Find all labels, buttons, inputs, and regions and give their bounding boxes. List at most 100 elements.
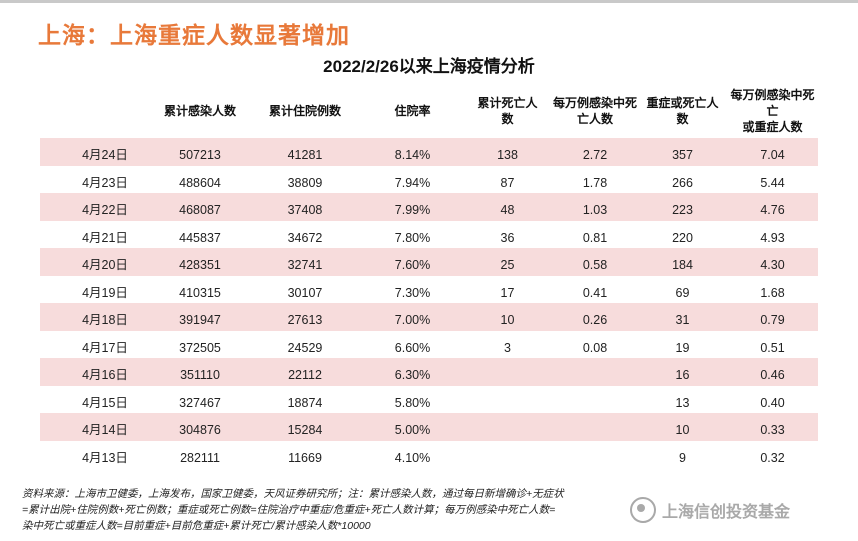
col-header-severe-or-dead: 重症或死亡人 数 [646, 96, 719, 126]
cell-severe-per-10k: 4.93 [760, 230, 785, 245]
cell-rate: 7.99% [394, 203, 431, 217]
cell-infected: 304876 [179, 423, 221, 437]
cell-deaths [470, 441, 545, 469]
cell-rate: 7.00% [394, 313, 431, 327]
row-date: 4月23日 [82, 175, 128, 190]
cell-infected: 468087 [179, 203, 221, 217]
cell-hospitalized: 38809 [287, 175, 323, 190]
table-row: 4月21日 445837 34672 7.80% 36 0.81 220 4.93 [40, 221, 818, 249]
cell-rate: 5.80% [394, 395, 431, 410]
cell-severe-or-dead: 31 [675, 313, 690, 327]
row-date: 4月17日 [82, 340, 128, 355]
cell-death-per-10k: 2.72 [582, 148, 608, 162]
cell-deaths: 48 [500, 203, 515, 217]
row-date: 4月20日 [82, 258, 128, 272]
cell-death-per-10k: 0.41 [582, 285, 608, 300]
cell-severe-per-10k: 4.76 [760, 203, 785, 217]
cell-infected: 445837 [179, 230, 221, 245]
cell-severe-per-10k: 4.30 [760, 258, 785, 272]
cell-severe-or-dead: 223 [672, 203, 693, 217]
cell-hospitalized: 15284 [287, 423, 323, 437]
cell-deaths: 36 [500, 230, 515, 245]
source-note-line: =累计出院+住院例数+死亡例数；重症或死亡例数=住院治疗中重症/危重症+死亡人数… [22, 504, 556, 516]
cell-rate: 7.30% [394, 285, 431, 300]
table-row: 4月18日 391947 27613 7.00% 10 0.26 31 0.79 [40, 303, 818, 331]
cell-severe-per-10k: 1.68 [760, 285, 785, 300]
row-date: 4月19日 [82, 285, 128, 300]
cell-infected: 391947 [179, 313, 221, 327]
cell-severe-or-dead: 69 [675, 285, 690, 300]
col-header-rate: 住院率 [394, 104, 431, 118]
cell-severe-per-10k: 0.46 [760, 368, 785, 382]
cell-infected: 282111 [180, 450, 220, 465]
watermark: 上海信创投资基金 [630, 490, 845, 530]
cell-hospitalized: 11669 [288, 450, 322, 465]
row-date: 4月16日 [82, 368, 128, 382]
table-body: 4月24日 507213 41281 8.14% 138 2.72 357 7.04 4月23日… [40, 138, 818, 468]
cell-severe-per-10k: 5.44 [760, 175, 785, 190]
cell-death-per-10k: 1.03 [582, 203, 608, 217]
cell-hospitalized: 30107 [287, 285, 323, 300]
cell-severe-or-dead: 184 [672, 258, 693, 272]
table-row: 4月15日 327467 18874 5.80% 13 0.40 [40, 386, 818, 414]
cell-severe-or-dead: 13 [675, 395, 690, 410]
col-header-severe-per-10k: 每万例感染中死亡 或重症人数 [730, 88, 815, 134]
table-row: 4月16日 351110 22112 6.30% 16 0.46 [40, 358, 818, 386]
cell-hospitalized: 32741 [287, 258, 323, 272]
row-date: 4月22日 [82, 203, 128, 217]
cell-rate: 7.60% [394, 258, 431, 272]
col-header-deaths: 累计死亡人 数 [477, 96, 538, 126]
cell-hospitalized: 22112 [288, 368, 322, 382]
table-header: 累计感染人数 累计住院例数 住院率 累计死亡人 数 每万例感染中死 亡人数 重症… [40, 88, 818, 134]
cell-severe-or-dead: 220 [672, 230, 693, 245]
cell-deaths: 10 [500, 313, 515, 327]
cell-severe-per-10k: 0.33 [760, 423, 785, 437]
cell-hospitalized: 37408 [287, 203, 323, 217]
col-header-death-per-10k: 每万例感染中死 亡人数 [552, 96, 637, 126]
watermark-text: 上海信创投资基金 [662, 504, 791, 521]
table-row: 4月24日 507213 41281 8.14% 138 2.72 357 7.04 [40, 138, 818, 166]
cell-severe-or-dead: 9 [679, 450, 686, 465]
cell-death-per-10k: 1.78 [582, 175, 608, 190]
source-note-line: 资料来源：上海市卫健委，上海发布，国家卫健委，天风证券研究所；注：累计感染人数，… [22, 488, 564, 500]
cell-deaths [470, 413, 545, 441]
wechat-logo-icon [630, 497, 656, 523]
cell-severe-per-10k: 0.40 [760, 395, 785, 410]
cell-rate: 6.30% [394, 368, 431, 382]
cell-rate: 7.94% [394, 175, 431, 190]
cell-deaths: 25 [500, 258, 515, 272]
cell-deaths: 87 [500, 175, 515, 190]
cell-severe-or-dead: 10 [675, 423, 690, 437]
table-row: 4月20日 428351 32741 7.60% 25 0.58 184 4.30 [40, 248, 818, 276]
cell-severe-per-10k: 0.51 [760, 340, 785, 355]
cell-hospitalized: 24529 [287, 340, 323, 355]
table-row: 4月14日 304876 15284 5.00% 10 0.33 [40, 413, 818, 441]
table-row: 4月19日 410315 30107 7.30% 17 0.41 69 1.68 [40, 276, 818, 304]
col-header-hospitalized: 累计住院例数 [268, 104, 341, 118]
cell-severe-or-dead: 19 [675, 340, 690, 355]
row-date: 4月13日 [82, 450, 128, 465]
top-border [0, 0, 858, 3]
cell-infected: 428351 [179, 258, 221, 272]
cell-infected: 507213 [179, 148, 221, 162]
table-row: 4月13日 282111 11669 4.10% 9 0.32 [40, 441, 818, 469]
table-row: 4月22日 468087 37408 7.99% 48 1.03 223 4.76 [40, 193, 818, 221]
cell-rate: 4.10% [394, 450, 431, 465]
table-row: 4月17日 372505 24529 6.60% 3 0.08 19 0.51 [40, 331, 818, 359]
cell-severe-per-10k: 0.79 [760, 313, 785, 327]
cell-deaths: 3 [504, 340, 511, 355]
cell-severe-or-dead: 357 [672, 148, 693, 162]
cell-deaths [470, 386, 545, 414]
cell-deaths [470, 358, 545, 386]
cell-severe-or-dead: 266 [672, 175, 693, 190]
row-date: 4月15日 [82, 395, 128, 410]
cell-deaths: 17 [500, 285, 515, 300]
cell-death-per-10k [550, 441, 640, 469]
cell-death-per-10k: 0.26 [582, 313, 608, 327]
row-date: 4月14日 [82, 423, 128, 437]
cell-death-per-10k: 0.81 [582, 230, 608, 245]
source-note: 资料来源：上海市卫健委，上海发布，国家卫健委，天风证券研究所；注：累计感染人数，… [22, 486, 842, 534]
cell-rate: 5.00% [394, 423, 431, 437]
source-note-line: 染中死亡或重症人数=目前重症+目前危重症+累计死亡/累计感染人数*10000 [22, 520, 371, 532]
table-row: 4月23日 488604 38809 7.94% 87 1.78 266 5.44 [40, 166, 818, 194]
